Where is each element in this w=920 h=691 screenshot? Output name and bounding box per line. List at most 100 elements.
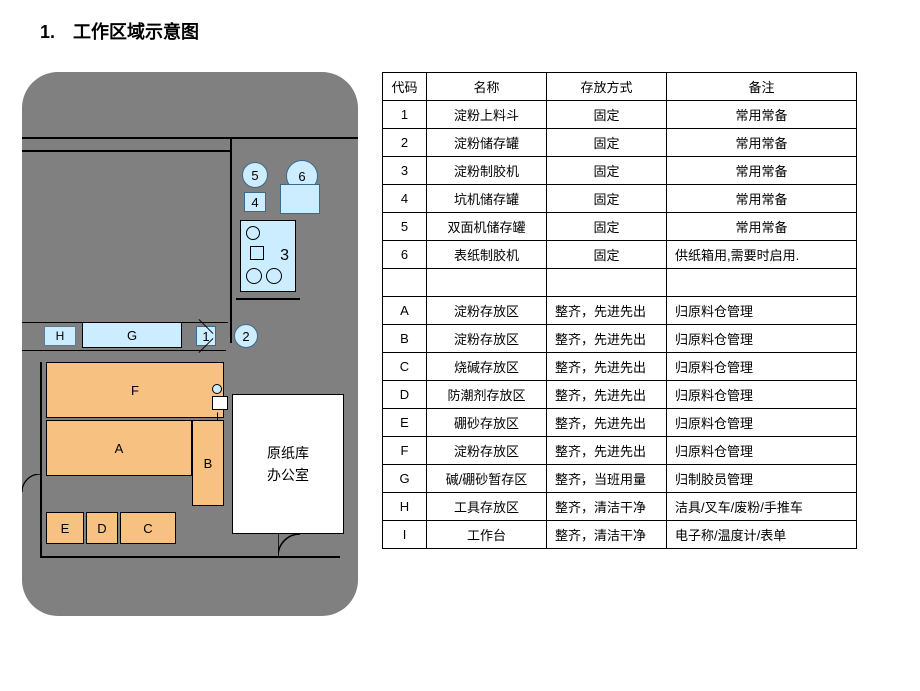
cell-method: 固定 bbox=[547, 129, 667, 157]
cell-code: B bbox=[383, 325, 427, 353]
cell-note: 归制胶员管理 bbox=[667, 465, 857, 493]
cell-method: 整齐，先进先出 bbox=[547, 437, 667, 465]
cell-method: 整齐，先进先出 bbox=[547, 409, 667, 437]
cell-method: 整齐，清洁干净 bbox=[547, 521, 667, 549]
cell-code: H bbox=[383, 493, 427, 521]
zone-A: A bbox=[46, 420, 192, 476]
dot-sq bbox=[250, 246, 264, 260]
cell-name: 工作台 bbox=[427, 521, 547, 549]
cell-method: 固定 bbox=[547, 101, 667, 129]
cell-name: 淀粉存放区 bbox=[427, 325, 547, 353]
col-note: 备注 bbox=[667, 73, 857, 101]
door-arc bbox=[22, 474, 46, 502]
cell-name bbox=[427, 269, 547, 297]
table-body: 1淀粉上料斗固定常用常备2淀粉储存罐固定常用常备3淀粉制胶机固定常用常备4坑机储… bbox=[383, 101, 857, 549]
cell-code: 6 bbox=[383, 241, 427, 269]
table-row: I工作台整齐，清洁干净电子称/温度计/表单 bbox=[383, 521, 857, 549]
equip-5: 5 bbox=[242, 162, 268, 188]
zone-B: B bbox=[192, 420, 224, 506]
zone-I-dot bbox=[212, 384, 222, 394]
floorplan-diagram: 5 6 4 3 H G 1 2 F A B E D C bbox=[22, 72, 358, 616]
zone-E: E bbox=[46, 512, 84, 544]
table-row: B淀粉存放区整齐，先进先出归原料仓管理 bbox=[383, 325, 857, 353]
content-row: 5 6 4 3 H G 1 2 F A B E D C bbox=[22, 72, 898, 616]
zone-D: D bbox=[86, 512, 118, 544]
cell-method: 固定 bbox=[547, 241, 667, 269]
cell-note: 常用常备 bbox=[667, 101, 857, 129]
col-code: 代码 bbox=[383, 73, 427, 101]
table-row: D防潮剂存放区整齐，先进先出归原料仓管理 bbox=[383, 381, 857, 409]
dot bbox=[246, 268, 262, 284]
wall bbox=[40, 362, 42, 558]
cell-code: E bbox=[383, 409, 427, 437]
table-row: 1淀粉上料斗固定常用常备 bbox=[383, 101, 857, 129]
cell-code: A bbox=[383, 297, 427, 325]
cell-name: 防潮剂存放区 bbox=[427, 381, 547, 409]
cell-note: 归原料仓管理 bbox=[667, 353, 857, 381]
cell-name: 烧碱存放区 bbox=[427, 353, 547, 381]
table-row: 2淀粉储存罐固定常用常备 bbox=[383, 129, 857, 157]
page-title: 1. 工作区域示意图 bbox=[40, 18, 898, 44]
cell-method: 整齐，清洁干净 bbox=[547, 493, 667, 521]
cell-note: 归原料仓管理 bbox=[667, 297, 857, 325]
cell-code: F bbox=[383, 437, 427, 465]
zone-G: G bbox=[82, 322, 182, 348]
col-method: 存放方式 bbox=[547, 73, 667, 101]
zone-C: C bbox=[120, 512, 176, 544]
cell-note: 常用常备 bbox=[667, 129, 857, 157]
dot bbox=[266, 268, 282, 284]
door-arc bbox=[278, 534, 318, 574]
label-I: I bbox=[216, 412, 219, 423]
cell-name: 工具存放区 bbox=[427, 493, 547, 521]
wall bbox=[230, 137, 232, 343]
cell-name: 双面机储存罐 bbox=[427, 213, 547, 241]
wall bbox=[22, 137, 358, 139]
cell-code: 1 bbox=[383, 101, 427, 129]
equip-4: 4 bbox=[244, 192, 266, 212]
zone-I bbox=[212, 396, 228, 410]
table-row: 4坑机储存罐固定常用常备 bbox=[383, 185, 857, 213]
wall bbox=[236, 298, 300, 300]
table-header-row: 代码 名称 存放方式 备注 bbox=[383, 73, 857, 101]
cell-code: 4 bbox=[383, 185, 427, 213]
table-row: 6表纸制胶机固定供纸箱用,需要时启用. bbox=[383, 241, 857, 269]
dot bbox=[246, 226, 260, 240]
cell-code: 3 bbox=[383, 157, 427, 185]
cell-note: 归原料仓管理 bbox=[667, 437, 857, 465]
cell-method: 整齐，当班用量 bbox=[547, 465, 667, 493]
cell-code: I bbox=[383, 521, 427, 549]
legend-table: 代码 名称 存放方式 备注 1淀粉上料斗固定常用常备2淀粉储存罐固定常用常备3淀… bbox=[382, 72, 857, 549]
cell-code: 5 bbox=[383, 213, 427, 241]
cell-note: 常用常备 bbox=[667, 213, 857, 241]
cell-name: 淀粉上料斗 bbox=[427, 101, 547, 129]
wall bbox=[22, 150, 230, 152]
table-row: C烧碱存放区整齐，先进先出归原料仓管理 bbox=[383, 353, 857, 381]
cell-note: 归原料仓管理 bbox=[667, 409, 857, 437]
cell-method: 固定 bbox=[547, 185, 667, 213]
table-row: 5双面机储存罐固定常用常备 bbox=[383, 213, 857, 241]
table-row: A淀粉存放区整齐，先进先出归原料仓管理 bbox=[383, 297, 857, 325]
office: 原纸库 办公室 bbox=[232, 394, 344, 534]
table-row: 3淀粉制胶机固定常用常备 bbox=[383, 157, 857, 185]
cell-note: 常用常备 bbox=[667, 185, 857, 213]
cell-name: 硼砂存放区 bbox=[427, 409, 547, 437]
cell-name: 淀粉存放区 bbox=[427, 297, 547, 325]
table-row: E硼砂存放区整齐，先进先出归原料仓管理 bbox=[383, 409, 857, 437]
cell-note: 常用常备 bbox=[667, 157, 857, 185]
cell-method: 固定 bbox=[547, 157, 667, 185]
cell-name: 表纸制胶机 bbox=[427, 241, 547, 269]
cell-note: 洁具/叉车/废粉/手推车 bbox=[667, 493, 857, 521]
equip-6-base bbox=[280, 184, 320, 214]
cell-method: 整齐，先进先出 bbox=[547, 381, 667, 409]
cell-method: 整齐，先进先出 bbox=[547, 325, 667, 353]
equip-2: 2 bbox=[234, 324, 258, 348]
cell-name: 淀粉存放区 bbox=[427, 437, 547, 465]
cell-code: 2 bbox=[383, 129, 427, 157]
cell-code bbox=[383, 269, 427, 297]
cell-name: 淀粉制胶机 bbox=[427, 157, 547, 185]
cell-code: G bbox=[383, 465, 427, 493]
cell-code: D bbox=[383, 381, 427, 409]
cell-method: 整齐，先进先出 bbox=[547, 353, 667, 381]
cell-name: 碱/硼砂暂存区 bbox=[427, 465, 547, 493]
zone-H: H bbox=[44, 326, 76, 346]
